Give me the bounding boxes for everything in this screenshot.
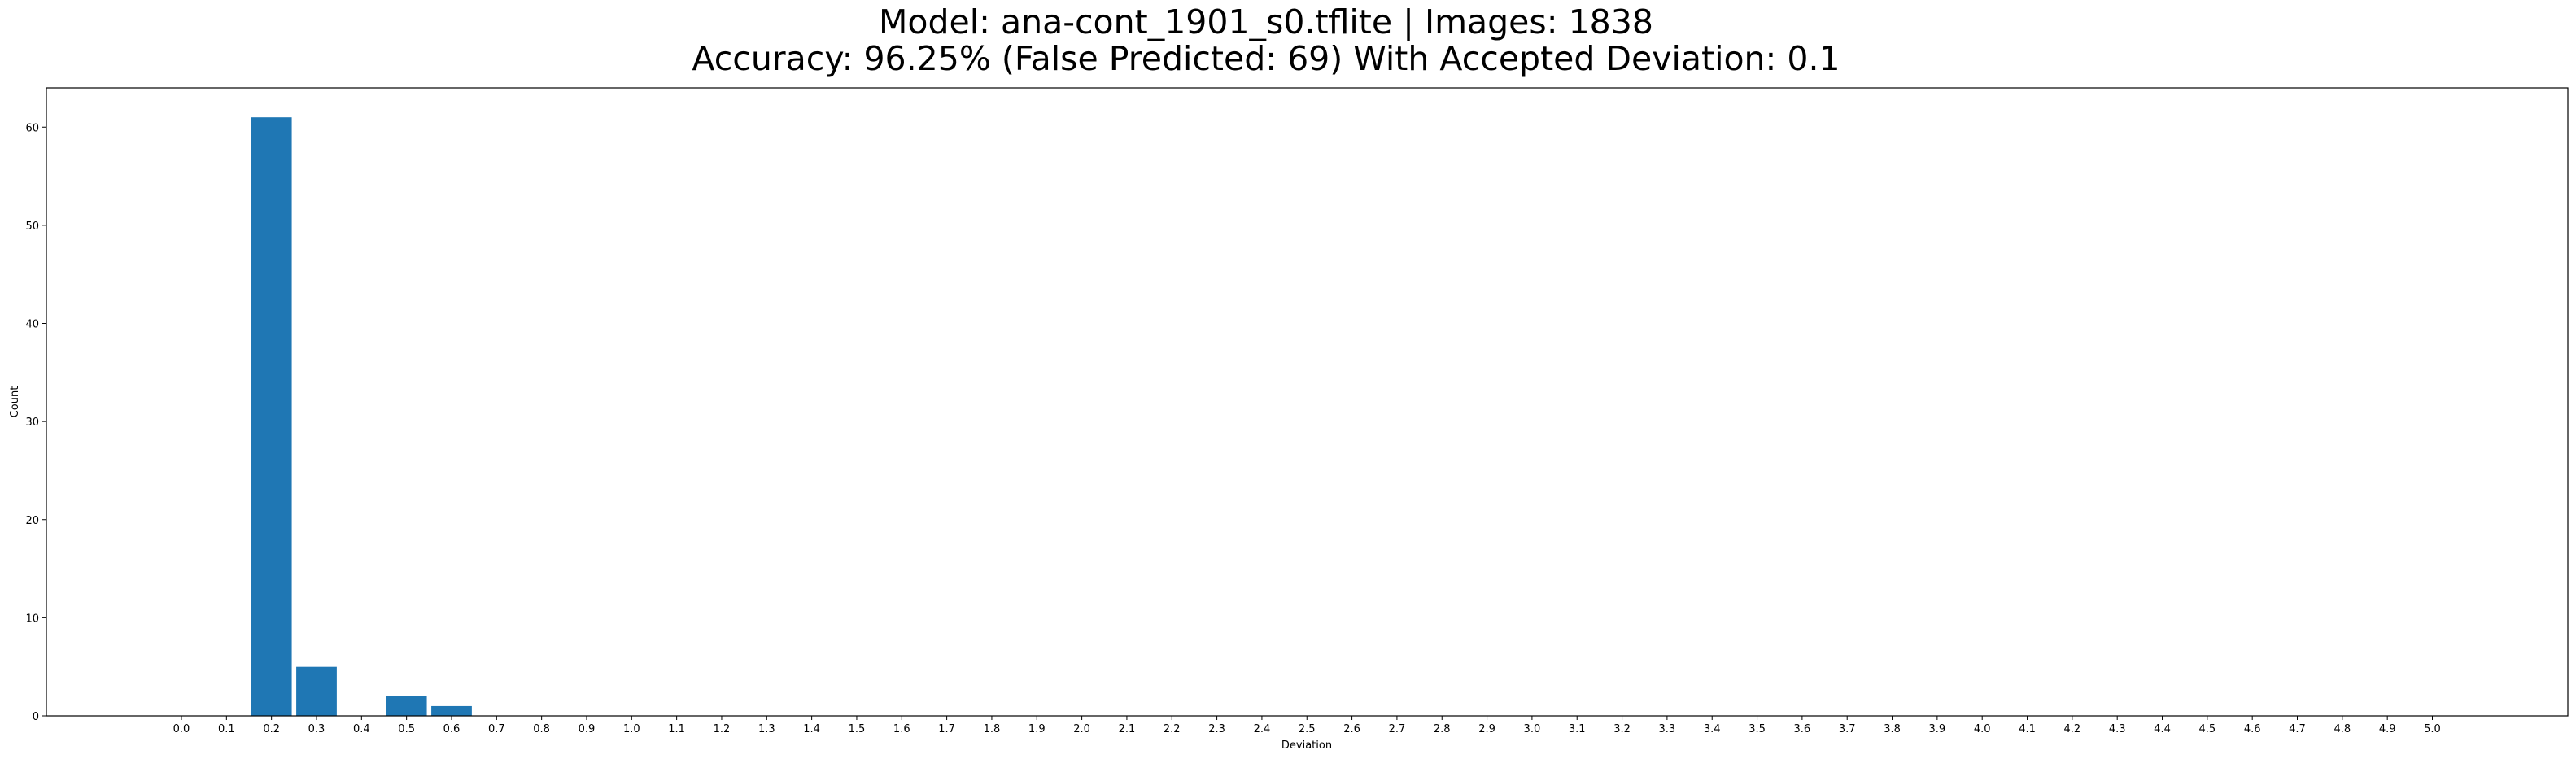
x-tick-label-0.2: 0.2	[263, 723, 280, 735]
x-tick-label-1.8: 1.8	[984, 723, 1001, 735]
x-tick-label-5.0: 5.0	[2424, 723, 2441, 735]
y-tick-label-0: 0	[33, 711, 39, 723]
x-tick-label-3.6: 3.6	[1794, 723, 1811, 735]
x-tick-label-3.4: 3.4	[1704, 723, 1721, 735]
x-tick-label-0.6: 0.6	[443, 723, 461, 735]
y-tick-label-50: 50	[25, 220, 39, 233]
x-tick-label-3.5: 3.5	[1749, 723, 1766, 735]
x-tick-label-2.8: 2.8	[1434, 723, 1451, 735]
x-tick-label-4.9: 4.9	[2379, 723, 2396, 735]
x-tick-label-3.0: 3.0	[1524, 723, 1541, 735]
x-tick-label-4.4: 4.4	[2154, 723, 2171, 735]
x-tick-label-1.1: 1.1	[668, 723, 685, 735]
x-tick-label-2.9: 2.9	[1478, 723, 1495, 735]
x-tick-label-4.5: 4.5	[2199, 723, 2216, 735]
x-tick-label-2.7: 2.7	[1389, 723, 1406, 735]
bar-0.6	[431, 705, 472, 716]
x-tick-label-0.8: 0.8	[533, 723, 550, 735]
x-tick-label-4.1: 4.1	[2019, 723, 2036, 735]
x-tick-label-3.8: 3.8	[1884, 723, 1901, 735]
x-tick-label-1.0: 1.0	[623, 723, 640, 735]
x-tick-label-2.0: 2.0	[1073, 723, 1090, 735]
x-tick-label-1.7: 1.7	[938, 723, 955, 735]
x-tick-label-0.7: 0.7	[488, 723, 505, 735]
x-tick-label-0.1: 0.1	[218, 723, 235, 735]
x-tick-label-3.9: 3.9	[1929, 723, 1946, 735]
x-tick-label-3.7: 3.7	[1839, 723, 1856, 735]
bar-0.3	[296, 666, 337, 716]
y-axis-ticks: 0 10 20 30 40 50 60	[25, 122, 46, 723]
y-tick-label-40: 40	[25, 319, 39, 331]
x-tick-label-1.5: 1.5	[849, 723, 866, 735]
x-tick-label-0.5: 0.5	[398, 723, 415, 735]
x-tick-label-2.2: 2.2	[1164, 723, 1181, 735]
chart-title-line-2: Accuracy: 96.25% (False Predicted: 69) W…	[692, 39, 1840, 78]
x-tick-label-3.2: 3.2	[1613, 723, 1631, 735]
x-tick-label-2.1: 2.1	[1119, 723, 1136, 735]
x-tick-label-0.9: 0.9	[579, 723, 596, 735]
x-tick-label-0.4: 0.4	[353, 723, 370, 735]
y-tick-label-30: 30	[25, 417, 39, 429]
y-tick-label-60: 60	[25, 122, 39, 134]
bar-0.2	[251, 117, 292, 716]
x-tick-label-3.1: 3.1	[1569, 723, 1586, 735]
chart-title-line-1: Model: ana-cont_1901_s0.tflite | Images:…	[879, 2, 1653, 41]
x-tick-label-3.3: 3.3	[1659, 723, 1676, 735]
y-axis-label: Count	[9, 386, 21, 418]
x-tick-label-2.6: 2.6	[1343, 723, 1360, 735]
x-tick-label-4.0: 4.0	[1974, 723, 1991, 735]
x-tick-label-0.3: 0.3	[308, 723, 325, 735]
x-tick-label-4.7: 4.7	[2289, 723, 2306, 735]
x-tick-label-1.9: 1.9	[1028, 723, 1046, 735]
x-axis-label: Deviation	[1281, 739, 1332, 752]
bars-layer	[251, 117, 472, 717]
x-tick-label-4.3: 4.3	[2109, 723, 2126, 735]
x-tick-label-4.8: 4.8	[2334, 723, 2351, 735]
y-tick-label-20: 20	[25, 515, 39, 527]
y-tick-label-10: 10	[25, 613, 39, 625]
x-tick-label-2.3: 2.3	[1208, 723, 1225, 735]
x-tick-label-4.6: 4.6	[2244, 723, 2261, 735]
plot-frame	[46, 87, 2569, 717]
bar-0.5	[386, 696, 427, 717]
x-tick-label-1.2: 1.2	[714, 723, 731, 735]
x-axis-ticks: 0.0 0.1 0.2 0.3 0.4 0.5 0.6 0.7 0.8 0.9 1.0 1.1 1.2 1…	[173, 716, 2441, 735]
x-tick-label-2.4: 2.4	[1254, 723, 1271, 735]
x-tick-label-0.0: 0.0	[173, 723, 190, 735]
x-tick-label-1.6: 1.6	[893, 723, 910, 735]
x-tick-label-1.4: 1.4	[803, 723, 820, 735]
x-tick-label-1.3: 1.3	[758, 723, 775, 735]
x-tick-label-2.5: 2.5	[1299, 723, 1316, 735]
x-tick-label-4.2: 4.2	[2064, 723, 2081, 735]
